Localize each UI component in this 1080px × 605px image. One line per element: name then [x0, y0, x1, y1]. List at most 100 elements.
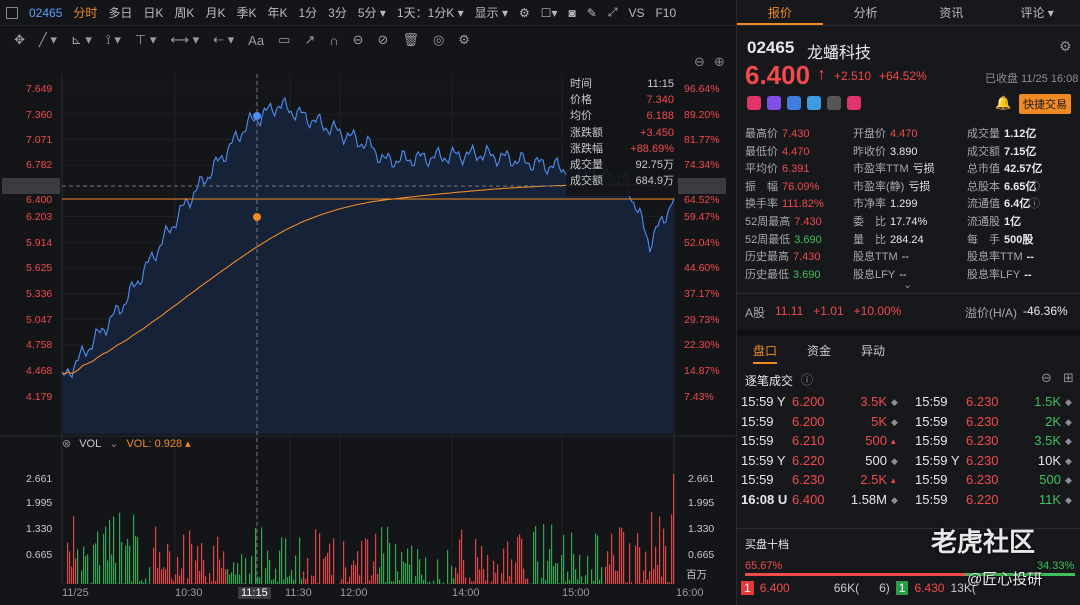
hide-icon[interactable]: ⊘ — [377, 32, 389, 47]
period-toolbar: 02465 分时 多日 日K 周K 月K 季K 年K 1分 3分 5分 ▾ 1天… — [0, 0, 735, 26]
volume-bar — [629, 543, 631, 584]
trade-volume: 1.5K — [1034, 394, 1061, 409]
grid-icon[interactable]: ⊞ — [1063, 370, 1074, 385]
camera-icon[interactable]: ◙ — [568, 5, 576, 20]
heart-icon[interactable] — [847, 96, 861, 110]
tab-capital[interactable]: 资金 — [807, 344, 832, 358]
volume-bar — [85, 555, 87, 584]
a-share-row[interactable]: A股 11.11 +1.01 +10.00% — [745, 304, 901, 321]
zoom-out-icon[interactable]: ⊖ — [694, 54, 705, 69]
total-shares-info-icon[interactable]: ⓘ — [1029, 180, 1040, 193]
volume-bar — [405, 563, 407, 584]
tab-analysis[interactable]: 分析 — [853, 6, 878, 20]
text-tool-icon[interactable]: Aa — [248, 32, 265, 48]
volume-bar — [623, 532, 625, 584]
move-tool-icon[interactable]: ✥ — [14, 32, 25, 47]
volume-bar — [523, 568, 525, 584]
ray-tool-icon[interactable]: ⊾ ▾ — [70, 32, 92, 47]
info-label: 时间 — [570, 78, 592, 90]
chevron-down-icon[interactable]: ⌄ — [109, 438, 119, 450]
stat-label: 成交量 — [967, 128, 1000, 140]
volume-bar — [495, 572, 497, 584]
info-icon[interactable]: ⓘ — [801, 373, 814, 387]
period-tab[interactable]: 1分 — [298, 6, 318, 20]
f10-button[interactable]: F10 — [655, 5, 677, 20]
checkbox-icon[interactable]: ☐▾ — [540, 5, 558, 20]
tab-comments[interactable]: 评论 ▾ — [1020, 6, 1054, 20]
channel-tool-icon[interactable]: ⟟ ▾ — [105, 32, 121, 47]
period-tab[interactable]: 月K — [205, 6, 226, 20]
period-tab[interactable]: 3分 — [328, 6, 347, 20]
period-tab[interactable]: 日K — [143, 6, 164, 20]
period-tab[interactable]: 5分 ▾ — [357, 6, 386, 20]
stock-code-tab[interactable]: 02465 — [29, 5, 63, 20]
expand-icon[interactable]: ⤢ — [607, 5, 618, 19]
fib-tool-icon[interactable]: ⊤ ▾ — [134, 32, 157, 47]
stat-value: 7.15亿 — [1004, 145, 1037, 158]
arrow-tool-icon[interactable]: ⇠ ▾ — [213, 32, 235, 47]
float-value-info-icon[interactable]: ⓘ — [1029, 198, 1040, 211]
volume-bar — [293, 579, 295, 584]
quick-trade-button[interactable]: 快捷交易 — [1019, 94, 1071, 114]
stat-label: 历史最低 — [745, 268, 789, 281]
trade-direction-icon: ◆ — [891, 495, 898, 505]
link-icon[interactable]: ◎ — [432, 32, 445, 47]
volume-bar — [177, 557, 179, 584]
period-tab[interactable]: 年K — [267, 6, 288, 20]
volume-bar — [203, 560, 205, 584]
close-icon[interactable]: ⊗ — [62, 438, 72, 450]
volume-bar — [339, 583, 341, 584]
volume-bar — [535, 525, 537, 584]
volume-bar — [619, 527, 621, 584]
tab-quote[interactable]: 报价 — [737, 0, 823, 25]
volume-bar — [509, 575, 511, 584]
period-tab[interactable]: 季K — [236, 6, 257, 20]
volume-bar — [617, 570, 619, 584]
tab-alerts[interactable]: 异动 — [861, 344, 886, 358]
display-select[interactable]: 显示 ▾ — [474, 6, 508, 20]
volume-bar — [67, 542, 69, 584]
zoom-in-icon[interactable]: ⊕ — [714, 54, 725, 69]
trash-icon[interactable]: 🗑 — [402, 32, 419, 47]
line-tool-icon[interactable]: ╱ ▾ — [38, 32, 57, 47]
volume-bar — [363, 583, 365, 584]
stat-cell: 历史最高 7.430 — [745, 248, 821, 264]
premium-value: -46.36% — [1023, 304, 1068, 318]
pen-icon[interactable]: ✎ — [586, 5, 597, 20]
settings-icon[interactable]: ⚙ — [1059, 38, 1072, 54]
sidebar-toggle-icon[interactable] — [6, 6, 18, 19]
vs-button[interactable]: VS — [628, 5, 645, 20]
tab-orderbook[interactable]: 盘口 — [753, 342, 778, 364]
volume-bar — [163, 567, 165, 584]
time-tick: 11:30 — [285, 587, 312, 599]
vol-label[interactable]: VOL — [79, 437, 102, 450]
volume-bar — [365, 538, 367, 584]
volume-bar — [249, 573, 251, 584]
price-tick: 5.336 — [26, 288, 52, 300]
bell-icon[interactable]: 🔔 — [995, 95, 1012, 110]
period-tab-active[interactable]: 分时 — [73, 6, 98, 20]
gear-icon[interactable]: ⚙ — [458, 32, 470, 47]
collapse-chevron-icon[interactable]: ⌄ — [903, 279, 913, 291]
trade-direction-icon: ▴ — [891, 436, 896, 447]
period-tab[interactable]: 多日 — [108, 6, 133, 20]
note-tool-icon[interactable]: ▭ — [278, 32, 291, 47]
settings-icon[interactable]: ⚙ — [518, 5, 530, 20]
trade-volume: 5K — [871, 413, 887, 429]
stat-cell: 股息TTM -- — [853, 248, 909, 264]
volume-bar — [511, 559, 513, 584]
more-icon[interactable]: ⊖ — [1041, 370, 1052, 385]
document-icon[interactable] — [827, 96, 841, 110]
lightning-icon[interactable] — [767, 96, 781, 110]
interval-select[interactable]: 1天：1分K ▾ — [396, 6, 464, 20]
brush-tool-icon[interactable]: ↗ — [304, 32, 316, 47]
measure-tool-icon[interactable]: ⟷ ▾ — [170, 32, 200, 47]
magnet-icon[interactable]: ∩ — [329, 32, 339, 48]
tag-icon[interactable] — [807, 96, 821, 110]
volume-bar — [287, 577, 289, 584]
tab-news[interactable]: 资讯 — [939, 6, 964, 20]
shuffle-icon[interactable] — [787, 96, 801, 110]
eye-icon[interactable]: ⊖ — [352, 32, 364, 47]
stat-value: 亏损 — [908, 180, 931, 193]
period-tab[interactable]: 周K — [174, 6, 195, 20]
